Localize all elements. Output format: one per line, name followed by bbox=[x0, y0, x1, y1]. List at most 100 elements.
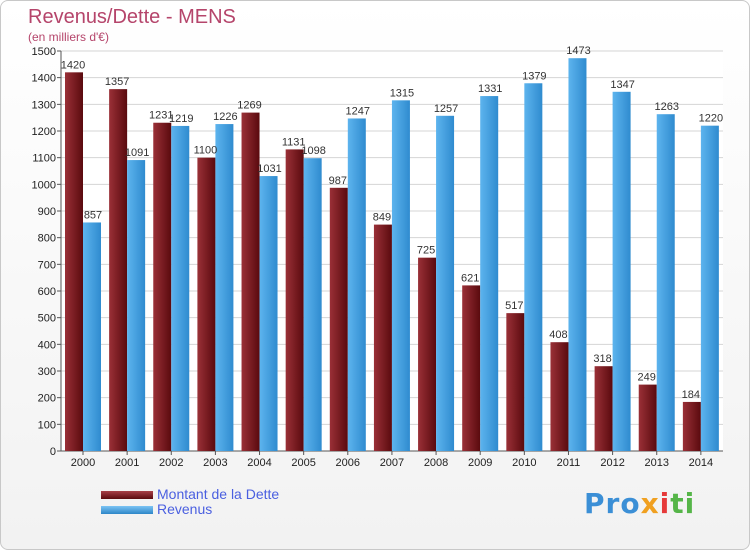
x-tick-label: 2010 bbox=[512, 457, 536, 469]
y-tick-label: 1400 bbox=[32, 73, 56, 85]
y-tick-label: 1200 bbox=[32, 126, 56, 138]
bar-dette-2008 bbox=[418, 257, 437, 451]
bar-dette-2010 bbox=[506, 313, 525, 451]
proxiti-logo: Proxiti bbox=[584, 487, 696, 520]
chart-subtitle: (en milliers d'€) bbox=[28, 30, 109, 44]
data-label-dette-2007: 849 bbox=[373, 212, 391, 224]
bar-dette-2006 bbox=[329, 187, 348, 452]
data-label-revenus-2001: 1091 bbox=[125, 147, 149, 159]
y-tick-label: 1100 bbox=[32, 153, 56, 165]
data-label-revenus-2004: 1031 bbox=[257, 163, 281, 175]
data-label-dette-2012: 318 bbox=[593, 353, 611, 365]
bar-dette-2013 bbox=[638, 384, 657, 451]
y-tick-label: 200 bbox=[38, 393, 56, 405]
x-tick-label: 2013 bbox=[644, 457, 668, 469]
x-tick-label: 2002 bbox=[159, 457, 183, 469]
bar-revenus-2000 bbox=[83, 222, 101, 451]
bar-dette-2002 bbox=[153, 122, 172, 451]
bar-dette-2000 bbox=[65, 72, 83, 451]
data-label-revenus-2007: 1315 bbox=[390, 87, 414, 99]
bar-revenus-2009 bbox=[480, 96, 499, 452]
x-tick-label: 2009 bbox=[468, 457, 492, 469]
x-tick-label: 2005 bbox=[291, 457, 315, 469]
bar-dette-2004 bbox=[241, 112, 260, 451]
data-label-dette-2008: 725 bbox=[417, 245, 435, 257]
bar-revenus-2001 bbox=[127, 160, 146, 452]
data-label-dette-2005: 1131 bbox=[282, 136, 306, 148]
y-tick-label: 0 bbox=[50, 446, 56, 458]
bar-revenus-2003 bbox=[215, 124, 234, 452]
data-label-revenus-2009: 1331 bbox=[478, 83, 502, 95]
data-label-revenus-2011: 1473 bbox=[566, 45, 590, 57]
y-tick-label: 500 bbox=[38, 313, 56, 325]
bar-revenus-2010 bbox=[524, 83, 543, 452]
bar-dette-2001 bbox=[109, 89, 128, 451]
data-label-dette-2003: 1100 bbox=[194, 145, 218, 157]
y-tick-label: 700 bbox=[38, 259, 56, 271]
y-tick-label: 300 bbox=[38, 366, 56, 378]
data-label-revenus-2014: 1220 bbox=[699, 113, 723, 125]
y-tick-label: 1000 bbox=[32, 179, 56, 191]
data-label-dette-2006: 987 bbox=[329, 175, 347, 187]
data-label-revenus-2013: 1263 bbox=[654, 101, 678, 113]
x-tick-label: 2003 bbox=[203, 457, 227, 469]
data-label-revenus-2006: 1247 bbox=[346, 105, 370, 117]
data-label-dette-2004: 1269 bbox=[237, 100, 261, 112]
bar-revenus-2014 bbox=[700, 125, 719, 452]
y-tick-label: 1300 bbox=[32, 99, 56, 111]
data-label-revenus-2008: 1257 bbox=[434, 103, 458, 115]
x-tick-label: 2004 bbox=[247, 457, 271, 469]
y-tick-label: 400 bbox=[38, 339, 56, 351]
data-label-dette-2000: 1420 bbox=[61, 59, 85, 71]
bar-dette-2009 bbox=[462, 285, 481, 451]
data-label-revenus-2002: 1219 bbox=[169, 113, 193, 125]
bar-dette-2012 bbox=[594, 366, 613, 451]
bar-revenus-2008 bbox=[436, 115, 455, 452]
data-label-dette-2011: 408 bbox=[549, 329, 567, 341]
bar-dette-2014 bbox=[682, 401, 701, 451]
bar-revenus-2004 bbox=[259, 176, 278, 452]
data-label-dette-2010: 517 bbox=[505, 300, 523, 312]
legend-swatch-dette bbox=[101, 491, 153, 499]
data-label-dette-2013: 249 bbox=[638, 372, 656, 384]
bar-dette-2011 bbox=[550, 342, 569, 451]
data-label-revenus-2010: 1379 bbox=[522, 70, 546, 82]
data-label-revenus-2012: 1347 bbox=[610, 79, 634, 91]
bar-revenus-2005 bbox=[303, 158, 322, 451]
x-tick-label: 2008 bbox=[424, 457, 448, 469]
x-tick-label: 2006 bbox=[336, 457, 360, 469]
y-tick-label: 1500 bbox=[32, 46, 56, 58]
data-label-dette-2009: 621 bbox=[461, 272, 479, 284]
bar-revenus-2007 bbox=[391, 100, 410, 451]
y-tick-label: 800 bbox=[38, 233, 56, 245]
legend-label-dette: Montant de la Dette bbox=[157, 486, 280, 502]
bar-revenus-2013 bbox=[656, 114, 675, 451]
legend-swatch-revenus bbox=[101, 506, 153, 514]
x-tick-label: 2011 bbox=[557, 457, 581, 469]
y-tick-label: 100 bbox=[38, 419, 56, 431]
bar-dette-2005 bbox=[285, 149, 304, 451]
data-label-revenus-2000: 857 bbox=[84, 209, 102, 221]
data-label-dette-2002: 1231 bbox=[149, 110, 173, 122]
bar-revenus-2012 bbox=[612, 91, 631, 452]
bar-revenus-2011 bbox=[568, 58, 587, 451]
y-tick-label: 600 bbox=[38, 286, 56, 298]
data-label-revenus-2005: 1098 bbox=[301, 145, 325, 157]
bar-revenus-2002 bbox=[171, 125, 190, 451]
x-tick-label: 2014 bbox=[689, 457, 713, 469]
x-tick-label: 2001 bbox=[115, 457, 139, 469]
bar-revenus-2006 bbox=[347, 118, 366, 451]
x-tick-label: 2007 bbox=[380, 457, 404, 469]
x-tick-label: 2000 bbox=[71, 457, 95, 469]
y-tick-label: 900 bbox=[38, 206, 56, 218]
legend-label-revenus: Revenus bbox=[157, 501, 213, 517]
data-label-dette-2014: 184 bbox=[682, 389, 700, 401]
data-label-dette-2001: 1357 bbox=[105, 76, 129, 88]
bar-dette-2007 bbox=[373, 224, 392, 451]
x-tick-label: 2012 bbox=[600, 457, 624, 469]
bar-dette-2003 bbox=[197, 157, 216, 451]
chart-title: Revenus/Dette - MENS bbox=[28, 6, 236, 28]
